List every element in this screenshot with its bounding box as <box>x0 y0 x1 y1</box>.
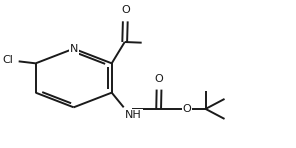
Text: NH: NH <box>125 110 142 120</box>
Text: N: N <box>70 44 78 54</box>
Text: O: O <box>183 104 191 114</box>
Text: Cl: Cl <box>3 55 14 65</box>
Text: O: O <box>155 74 163 84</box>
Text: O: O <box>121 5 130 15</box>
